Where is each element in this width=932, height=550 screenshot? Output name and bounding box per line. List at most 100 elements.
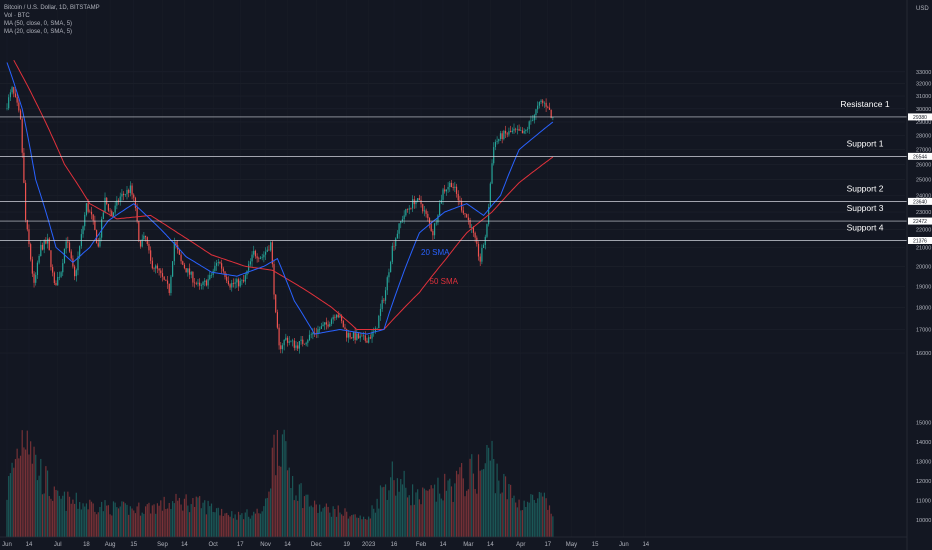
volume-bar <box>477 454 480 537</box>
volume-bar <box>63 491 66 537</box>
volume-bar <box>362 516 365 537</box>
candle-body <box>523 131 525 134</box>
volume-bar <box>119 506 121 537</box>
candle-body <box>119 196 121 203</box>
candle-body <box>286 337 289 343</box>
candle-body <box>482 244 485 248</box>
ma-annotations: 20 SMA 50 SMA <box>421 248 459 286</box>
volume-bar <box>153 504 155 537</box>
candle-body <box>226 276 228 281</box>
candle-body <box>425 210 427 214</box>
volume-bar <box>143 513 145 537</box>
candle-body <box>202 281 204 285</box>
volume-bar <box>528 502 530 537</box>
volume-bar <box>484 463 486 537</box>
volume-bar <box>52 500 54 537</box>
time-tick-label: 14 <box>26 542 33 548</box>
volume-bar <box>447 480 449 537</box>
candle-body <box>18 102 20 111</box>
candle-body <box>396 233 398 239</box>
volume-bar <box>166 508 169 537</box>
volume-bar <box>212 511 214 537</box>
candle-body <box>214 265 216 271</box>
candle-body <box>141 239 143 247</box>
volume-bar <box>263 506 265 537</box>
volume-bar <box>423 488 426 537</box>
volume-bar <box>273 434 275 537</box>
level-price-tag-text: 23640 <box>913 199 927 205</box>
volume-bar <box>310 505 312 537</box>
candle-body <box>40 244 42 257</box>
candle-body <box>466 214 468 218</box>
candle-body <box>170 276 172 293</box>
candle-body <box>173 242 175 262</box>
volume-bar <box>210 503 213 537</box>
volume-bar <box>134 513 137 537</box>
volume-bar <box>388 490 390 537</box>
time-tick-label: 18 <box>83 542 90 548</box>
candle-body <box>175 242 177 246</box>
time-tick-label: 14 <box>487 542 494 548</box>
volume-bar <box>48 496 50 537</box>
candle-body <box>471 227 473 228</box>
volume-bar <box>80 509 82 537</box>
volume-bar <box>550 513 552 537</box>
candle-body <box>540 100 542 103</box>
volume-bar <box>361 519 363 537</box>
volume-bar <box>21 430 23 537</box>
candle-body <box>36 262 39 276</box>
candle-body <box>6 108 8 109</box>
volume-bar <box>543 492 546 537</box>
level-label: Resistance 1 <box>840 99 889 109</box>
volume-bar <box>87 509 89 537</box>
volume-bar <box>237 511 240 537</box>
candle-body <box>172 261 174 277</box>
candle-body <box>180 254 182 262</box>
volume-bar <box>82 503 84 537</box>
candle-body <box>264 251 267 255</box>
volume-bar <box>413 504 415 537</box>
volume-bar <box>205 514 208 537</box>
volume-bar <box>378 508 380 537</box>
volume-bar <box>117 508 120 537</box>
candle-body <box>276 312 278 328</box>
volume-bar <box>506 499 508 537</box>
candle-body <box>111 211 113 217</box>
volume-bar <box>464 496 466 537</box>
volume-bar <box>156 503 159 537</box>
volume-bar <box>97 512 99 537</box>
volume-bar <box>354 514 356 537</box>
volume-bar <box>148 502 150 537</box>
volume-bar <box>501 492 503 537</box>
candle-body <box>234 282 236 284</box>
candle-body <box>139 240 142 247</box>
volume-bar <box>187 505 189 537</box>
volume-bar <box>417 489 419 537</box>
candle-body <box>454 186 456 188</box>
volume-bar <box>77 508 79 537</box>
volume-bar <box>65 510 67 537</box>
candle-body <box>16 97 18 103</box>
volume-bar <box>286 470 289 537</box>
volume-bar <box>280 466 282 537</box>
candle-body <box>341 315 343 321</box>
candle-body <box>297 345 299 349</box>
candle-body <box>138 221 140 241</box>
time-axis[interactable]: Jun 14 Jul 18 Aug 15 Sep 14 Oct 17 Nov 14 Dec 19 2023 1… <box>0 536 907 548</box>
candle-body <box>249 261 251 265</box>
candle-body <box>459 200 461 201</box>
time-tick-label: 16 <box>391 542 398 548</box>
candle-body <box>275 294 277 313</box>
volume-bar <box>445 490 447 537</box>
price-axis[interactable]: 16000 17000 18000 19000 20000 21000 22000 23000… <box>906 0 931 550</box>
candle-body <box>158 268 160 271</box>
candle-body <box>548 107 551 110</box>
volume-bar <box>381 487 383 537</box>
volume-bar <box>202 502 204 537</box>
volume-bar <box>344 508 346 537</box>
candle-body <box>182 261 184 265</box>
candle-body <box>150 250 152 261</box>
candle-body <box>320 326 322 329</box>
candle-body <box>70 251 72 259</box>
